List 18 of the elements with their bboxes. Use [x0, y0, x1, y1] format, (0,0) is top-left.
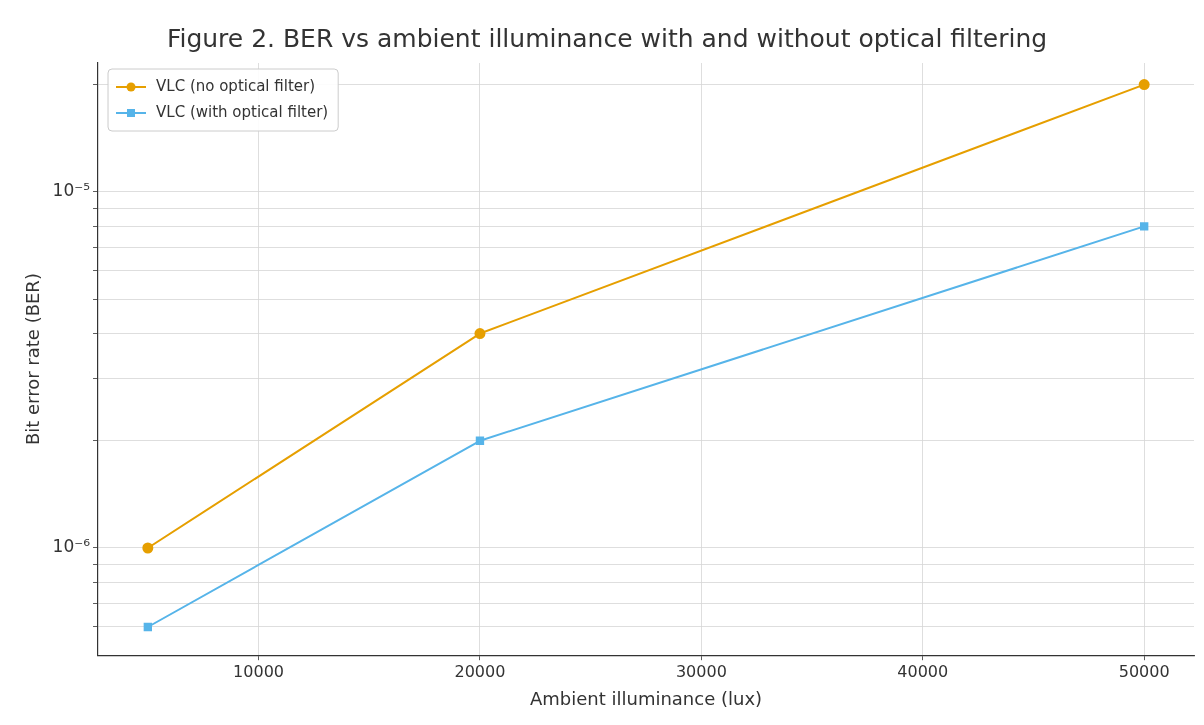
point: [1138, 79, 1150, 91]
y-axis-title: Bit error rate (BER): [22, 273, 44, 446]
x-tick-label: 10000: [233, 661, 284, 681]
legend-label: VLC (no optical filter): [156, 76, 316, 95]
x-axis-title: Ambient illuminance (lux): [529, 687, 763, 709]
point: [143, 622, 153, 632]
point: [1140, 222, 1149, 231]
point: [475, 436, 485, 445]
legend-label: VLC (with optical filter): [156, 102, 329, 121]
point: [474, 328, 486, 340]
x-tick-label: 30000: [675, 661, 727, 681]
point: [142, 542, 154, 554]
chart-title: Figure 2. BER vs ambient illuminance with and without optical filtering: [166, 23, 1048, 53]
y-tick-label: 10⁻⁵: [52, 180, 91, 201]
x-tick-label: 20000: [454, 661, 506, 681]
x-tick-label: 40000: [897, 661, 949, 681]
y-tick-label: 10⁻⁶: [52, 536, 91, 557]
x-tick-label: 50000: [1118, 661, 1170, 681]
